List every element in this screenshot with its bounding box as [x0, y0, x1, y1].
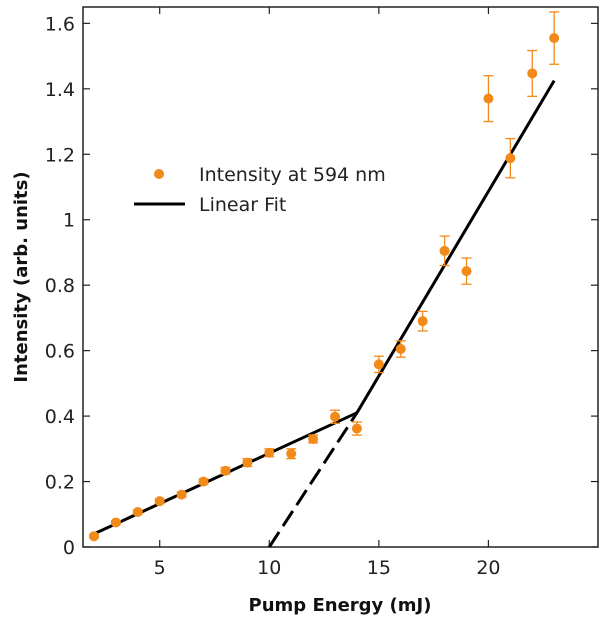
x-tick-label: 15	[367, 557, 391, 579]
plot-frame	[82, 6, 599, 548]
data-point	[132, 506, 143, 517]
y-tick-label: 1.2	[45, 144, 75, 166]
y-tick-label: 0.2	[45, 472, 75, 494]
x-axis-label: Pump Energy (mJ)	[249, 595, 432, 616]
y-tick-label: 1.4	[45, 79, 75, 101]
data-point	[439, 245, 450, 256]
data-point	[461, 266, 472, 277]
y-tick-label: 0.8	[45, 275, 75, 297]
y-axis-label: Intensity (arb. units)	[11, 171, 32, 382]
data-point	[527, 68, 538, 79]
data-point	[154, 496, 165, 507]
legend-marker-intensity	[154, 169, 164, 179]
data-point	[242, 457, 253, 468]
data-point	[110, 517, 121, 528]
data-point	[198, 476, 209, 487]
data-point	[330, 411, 341, 422]
data-point	[417, 316, 428, 327]
y-ticks: 0 0.2 0.4 0.6 0.8 1 1.2 1.4 1.6	[45, 13, 598, 559]
legend: Intensity at 594 nm Linear Fit	[134, 164, 386, 216]
y-tick-label: 0.6	[45, 341, 75, 363]
fit-line-segment	[355, 79, 556, 414]
data-points	[88, 11, 560, 542]
y-tick-label: 0.4	[45, 406, 75, 428]
legend-label-fit: Linear Fit	[199, 194, 286, 216]
y-tick-label: 0	[63, 537, 75, 559]
x-tick-label: 10	[257, 557, 281, 579]
data-point	[88, 531, 99, 542]
data-point	[220, 465, 231, 476]
data-point	[176, 489, 187, 500]
y-tick-label: 1.6	[45, 13, 75, 35]
data-point	[308, 434, 319, 444]
legend-label-intensity: Intensity at 594 nm	[199, 164, 386, 186]
x-tick-label: 5	[154, 557, 166, 579]
data-point	[505, 153, 516, 164]
data-point	[351, 423, 362, 434]
x-ticks: 5 10 15 20	[154, 7, 501, 579]
data-point	[286, 448, 297, 459]
fit-lines	[93, 79, 556, 548]
data-point	[549, 33, 560, 44]
data-point	[395, 344, 406, 354]
fit-line-extrapolation	[268, 411, 359, 548]
data-point	[373, 359, 384, 370]
x-tick-label: 20	[476, 557, 500, 579]
data-point	[264, 447, 275, 458]
y-tick-label: 1	[63, 210, 75, 232]
data-point	[483, 93, 494, 104]
